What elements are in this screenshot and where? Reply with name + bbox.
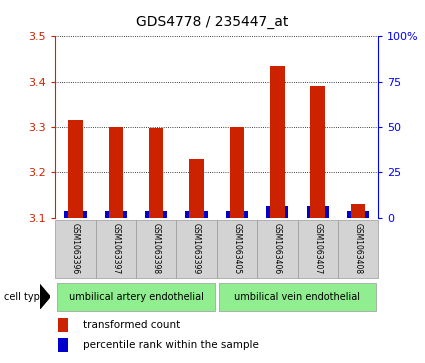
Bar (96, 220, 136, 278)
Bar (347, 211, 369, 218)
Bar (311, 86, 325, 218)
Text: umbilical artery endothelial: umbilical artery endothelial (68, 292, 204, 302)
Bar (149, 128, 163, 218)
Bar (217, 220, 257, 278)
Bar (64, 211, 87, 218)
Text: transformed count: transformed count (83, 320, 180, 330)
Bar (219, 283, 376, 311)
Bar (185, 211, 208, 218)
Bar (55, 220, 96, 278)
Bar (59, 318, 68, 332)
Polygon shape (40, 284, 50, 309)
Bar (136, 220, 176, 278)
Text: GSM1063397: GSM1063397 (111, 223, 120, 274)
Bar (230, 127, 244, 218)
Text: GSM1063406: GSM1063406 (273, 223, 282, 274)
Bar (338, 220, 378, 278)
Text: GSM1063407: GSM1063407 (313, 223, 322, 274)
Bar (266, 207, 289, 218)
Text: GSM1063408: GSM1063408 (354, 223, 363, 274)
Text: GSM1063405: GSM1063405 (232, 223, 241, 274)
Bar (351, 204, 365, 218)
Text: umbilical vein endothelial: umbilical vein endothelial (235, 292, 360, 302)
Bar (109, 127, 123, 218)
Text: GSM1063398: GSM1063398 (152, 223, 161, 274)
Bar (226, 211, 248, 218)
Bar (190, 159, 204, 218)
Bar (145, 211, 167, 218)
Text: GSM1063399: GSM1063399 (192, 223, 201, 274)
Bar (298, 220, 338, 278)
Bar (105, 211, 127, 218)
Bar (57, 283, 215, 311)
Bar (257, 220, 298, 278)
Text: GSM1063396: GSM1063396 (71, 223, 80, 274)
Bar (59, 338, 68, 352)
Text: cell type: cell type (4, 292, 46, 302)
Bar (270, 66, 284, 218)
Bar (68, 120, 82, 218)
Bar (176, 220, 217, 278)
Bar (306, 207, 329, 218)
Text: GDS4778 / 235447_at: GDS4778 / 235447_at (136, 15, 289, 29)
Text: percentile rank within the sample: percentile rank within the sample (83, 340, 258, 350)
